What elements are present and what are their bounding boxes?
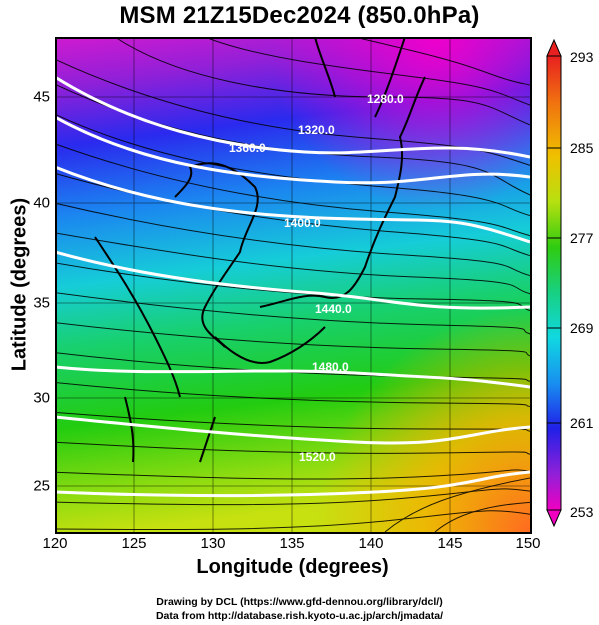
- colorbar-label: 253: [570, 504, 594, 520]
- map-canvas: 1280.0 1320.0 1360.0 1400.0 1440.0 1480.…: [55, 37, 530, 532]
- colorbar-label: 277: [570, 230, 594, 246]
- colorbar-label: 293: [570, 49, 594, 65]
- map-title: MSM 21Z15Dec2024 (850.0hPa): [119, 2, 480, 29]
- x-tick-label: 140: [358, 535, 384, 552]
- y-tick-label: 25: [33, 477, 50, 495]
- credit-line-1: Drawing by DCL (https://www.gfd-dennou.o…: [156, 596, 443, 608]
- x-axis-title: Longitude (degrees): [196, 556, 389, 578]
- y-tick-label: 30: [33, 389, 50, 407]
- wind-streamlines: [55, 37, 530, 532]
- x-tick-label: 135: [279, 535, 305, 552]
- height-contours: [55, 75, 530, 498]
- contour-labels: 1280.0 1320.0 1360.0 1400.0 1440.0 1480.…: [229, 92, 404, 464]
- x-tick-label: 125: [121, 535, 147, 552]
- credit-line-2: Data from http://database.rish.kyoto-u.a…: [155, 610, 444, 622]
- map-plot: 1280.0 1320.0 1360.0 1400.0 1440.0 1480.…: [55, 37, 530, 532]
- colorbar: [546, 38, 562, 528]
- contour-label: 1320.0: [298, 123, 335, 137]
- contour-label: 1400.0: [284, 216, 321, 230]
- y-tick-label: 35: [33, 294, 50, 312]
- contour-label: 1480.0: [312, 360, 349, 374]
- colorbar-label: 261: [570, 415, 594, 431]
- y-tick-label: 45: [33, 88, 50, 106]
- coastlines: [94, 37, 426, 463]
- graticule: [55, 37, 530, 532]
- colorbar-label: 269: [570, 320, 594, 336]
- x-tick-label: 130: [200, 535, 226, 552]
- y-axis-title: Latitude (degrees): [8, 197, 31, 372]
- y-tick-label: 40: [33, 194, 50, 212]
- contour-label: 1280.0: [367, 92, 404, 106]
- contour-label: 1360.0: [229, 141, 266, 155]
- contour-label: 1440.0: [315, 302, 352, 316]
- x-tick-label: 120: [42, 535, 68, 552]
- colorbar-label: 285: [570, 140, 594, 156]
- x-tick-label: 145: [437, 535, 463, 552]
- contour-label: 1520.0: [299, 450, 336, 464]
- x-tick-label: 150: [515, 535, 541, 552]
